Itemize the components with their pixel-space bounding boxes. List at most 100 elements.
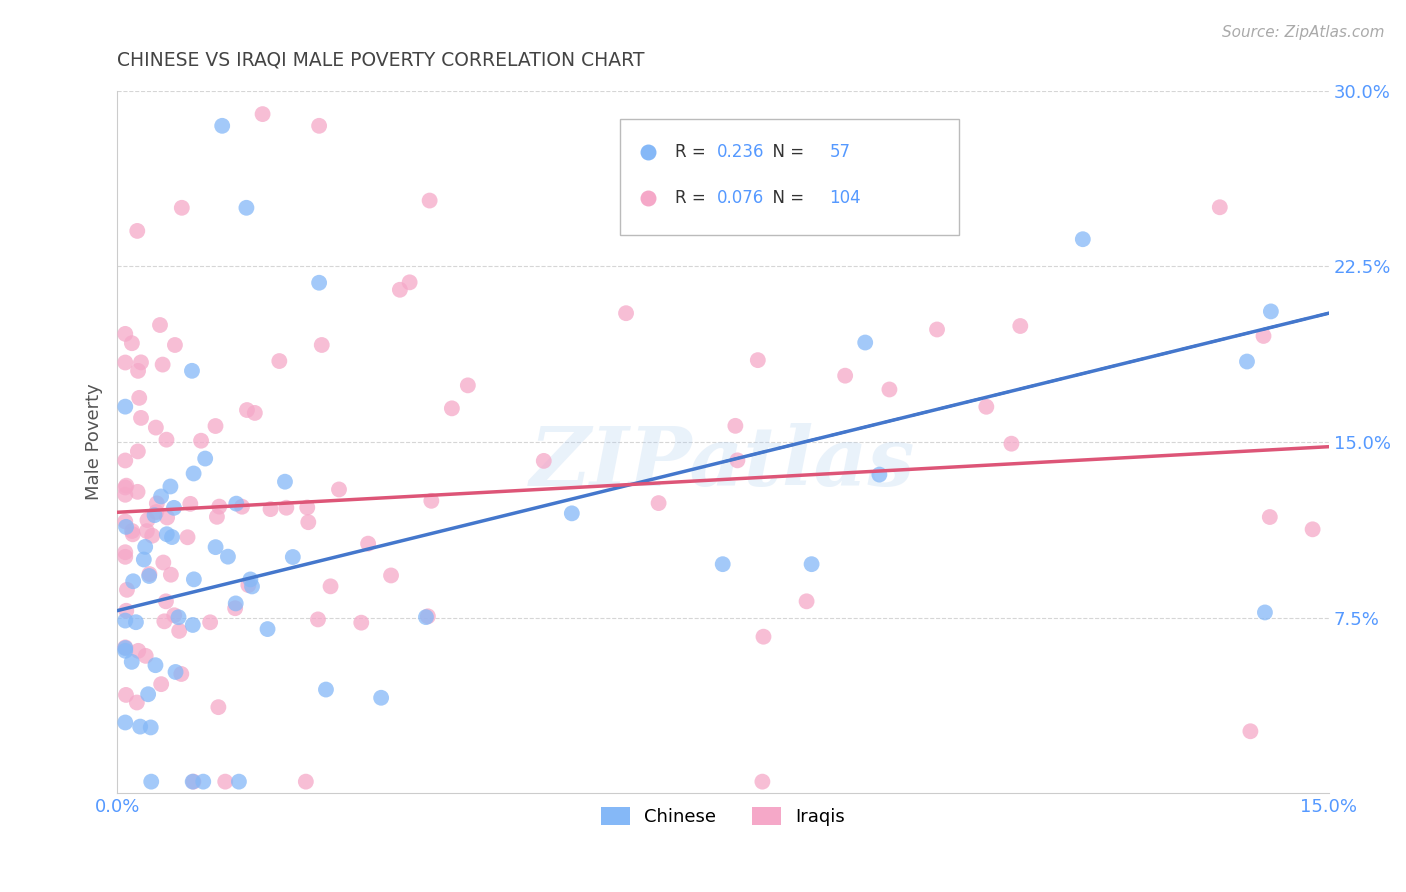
Text: Source: ZipAtlas.com: Source: ZipAtlas.com: [1222, 25, 1385, 40]
Point: [724, 418, 747, 433]
Point: [350, 615, 373, 630]
Point: [127, 644, 149, 658]
Point: [214, 774, 236, 789]
Text: N =: N =: [762, 189, 808, 207]
Point: [159, 479, 181, 493]
Point: [879, 383, 901, 397]
Point: [1239, 724, 1261, 739]
Point: [115, 520, 138, 534]
Text: 0.236: 0.236: [717, 143, 765, 161]
Point: [297, 500, 319, 515]
Point: [163, 338, 186, 352]
Point: [141, 774, 163, 789]
Point: [146, 496, 169, 510]
Point: [114, 400, 136, 414]
Text: ZIPatlas: ZIPatlas: [530, 423, 915, 503]
Point: [160, 530, 183, 544]
Text: R =: R =: [675, 143, 710, 161]
Text: CHINESE VS IRAQI MALE POVERTY CORRELATION CHART: CHINESE VS IRAQI MALE POVERTY CORRELATIO…: [117, 51, 645, 70]
Point: [420, 493, 443, 508]
Legend: Chinese, Iraqis: Chinese, Iraqis: [593, 800, 852, 833]
Point: [114, 326, 136, 341]
Point: [160, 567, 183, 582]
Point: [138, 567, 160, 582]
Point: [152, 358, 174, 372]
Point: [307, 612, 329, 626]
Point: [308, 119, 330, 133]
Point: [319, 579, 342, 593]
Point: [145, 505, 167, 519]
Point: [138, 569, 160, 583]
Point: [238, 578, 260, 592]
Point: [170, 201, 193, 215]
Point: [276, 500, 298, 515]
Text: 104: 104: [830, 189, 862, 207]
Point: [224, 601, 246, 615]
Point: [1236, 354, 1258, 368]
Point: [115, 478, 138, 492]
Point: [181, 364, 204, 378]
Point: [190, 434, 212, 448]
Point: [228, 774, 250, 789]
Point: [235, 201, 257, 215]
Point: [1253, 329, 1275, 343]
Point: [114, 644, 136, 658]
Point: [269, 354, 291, 368]
Point: [129, 720, 152, 734]
Point: [183, 572, 205, 586]
Point: [152, 556, 174, 570]
Point: [311, 338, 333, 352]
Point: [752, 630, 775, 644]
Point: [800, 557, 823, 571]
Point: [751, 774, 773, 789]
Point: [125, 696, 148, 710]
Point: [150, 677, 173, 691]
Point: [143, 508, 166, 523]
Point: [145, 658, 167, 673]
Point: [868, 467, 890, 482]
Point: [127, 364, 149, 378]
Point: [176, 530, 198, 544]
Point: [1302, 522, 1324, 536]
Point: [155, 594, 177, 608]
Point: [457, 378, 479, 392]
Point: [121, 336, 143, 351]
Point: [388, 283, 411, 297]
Point: [193, 774, 215, 789]
Point: [398, 276, 420, 290]
Point: [711, 557, 734, 571]
Point: [135, 648, 157, 663]
Point: [1000, 436, 1022, 450]
Point: [183, 467, 205, 481]
Point: [647, 496, 669, 510]
Point: [114, 549, 136, 564]
Point: [165, 665, 187, 679]
Point: [217, 549, 239, 564]
Point: [194, 451, 217, 466]
Point: [181, 774, 204, 789]
Text: 57: 57: [830, 143, 851, 161]
Point: [114, 614, 136, 628]
Point: [240, 579, 263, 593]
Point: [225, 596, 247, 610]
Point: [149, 318, 172, 332]
Point: [155, 433, 177, 447]
Point: [380, 568, 402, 582]
Point: [1209, 200, 1232, 214]
Point: [225, 497, 247, 511]
Point: [167, 624, 190, 638]
Point: [796, 594, 818, 608]
Point: [208, 500, 231, 514]
Point: [183, 774, 205, 789]
Point: [114, 488, 136, 502]
Point: [533, 454, 555, 468]
Point: [114, 480, 136, 494]
Point: [976, 400, 998, 414]
Point: [125, 615, 148, 630]
Point: [243, 406, 266, 420]
Point: [370, 690, 392, 705]
Point: [136, 513, 159, 527]
Point: [1260, 304, 1282, 318]
Point: [179, 497, 201, 511]
Point: [121, 655, 143, 669]
